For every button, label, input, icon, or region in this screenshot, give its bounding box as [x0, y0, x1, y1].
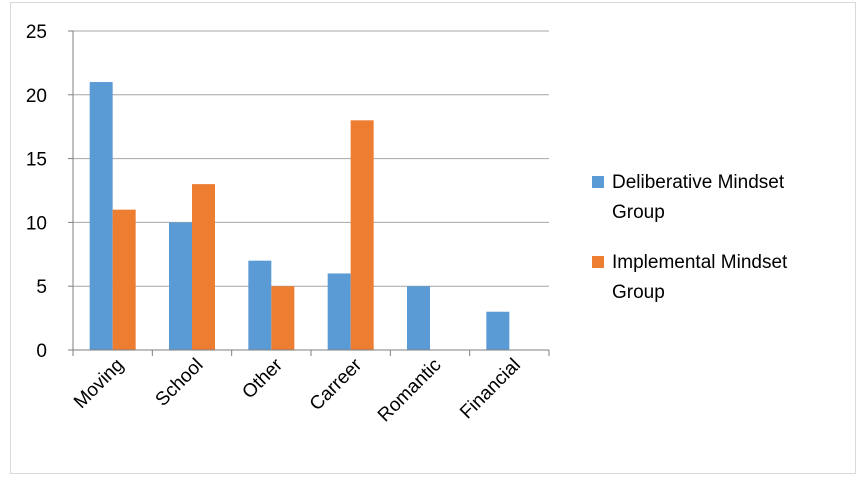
legend: Deliberative Mindset Group Implemental Min… — [592, 172, 788, 303]
x-tick-label-financial: Financial — [456, 355, 525, 424]
y-tick-label-25: 25 — [26, 22, 47, 43]
bars — [89, 82, 510, 350]
x-tick-label-school: School — [152, 355, 208, 411]
legend-label-deliberative-line-0: Deliberative Mindset — [612, 172, 785, 193]
bar-deliberative-moving — [89, 82, 113, 350]
y-tick-label-15: 15 — [26, 150, 47, 171]
bar-implemental-carreer — [350, 120, 374, 350]
y-tick-label-0: 0 — [36, 341, 47, 362]
y-tick-label-20: 20 — [26, 86, 47, 107]
bar-implemental-school — [192, 184, 215, 350]
x-tick-label-romantic: Romantic — [374, 355, 446, 427]
chart-frame — [10, 2, 856, 474]
gridlines — [73, 30, 549, 287]
y-tick-label-5: 5 — [36, 277, 47, 298]
x-tick-label-moving: Moving — [70, 355, 128, 413]
bar-implemental-other — [271, 286, 295, 350]
legend-label-implemental-line-1: Group — [612, 282, 665, 303]
bar-implemental-moving — [112, 209, 136, 350]
x-tick-label-carreer: Carreer — [306, 354, 367, 415]
bar-deliberative-romantic — [407, 286, 430, 350]
bar-deliberative-school — [169, 222, 192, 350]
legend-swatch-implemental — [592, 256, 604, 268]
bar-deliberative-other — [248, 260, 272, 350]
y-tick-label-10: 10 — [26, 213, 47, 234]
x-tick-label-other: Other — [238, 354, 287, 403]
legend-label-implemental-line-0: Implemental Mindset — [612, 252, 788, 273]
bar-deliberative-carreer — [327, 273, 351, 350]
bar-deliberative-financial — [486, 311, 510, 350]
legend-label-deliberative-line-1: Group — [612, 202, 665, 223]
legend-swatch-deliberative — [592, 176, 604, 188]
